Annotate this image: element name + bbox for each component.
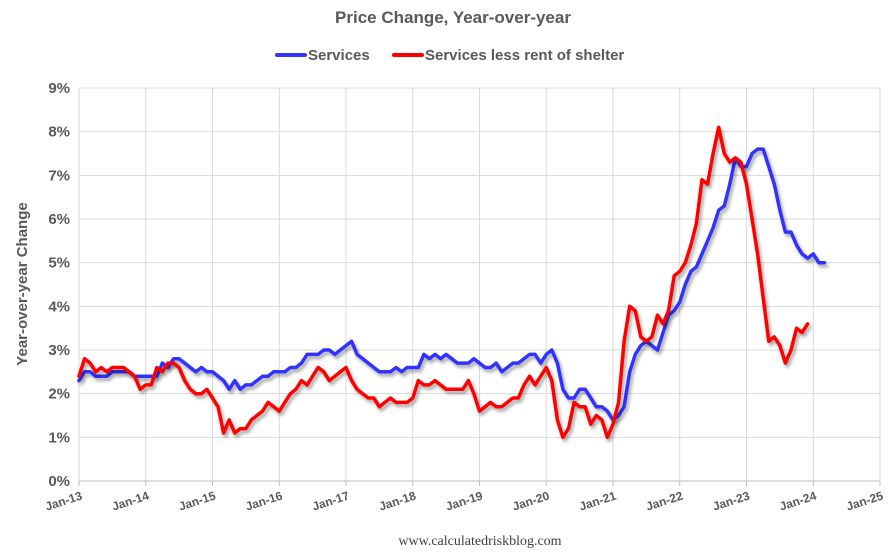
y-tick-label: 5%	[48, 255, 70, 272]
x-tick-label: Jan-15	[177, 488, 218, 513]
x-tick-label: Jan-23	[711, 488, 752, 513]
y-tick-label: 3%	[48, 342, 70, 359]
x-tick-label: Jan-18	[377, 488, 418, 513]
x-tick-label: Jan-20	[511, 488, 552, 513]
y-axis: 0% 1% 2% 3% 4% 5% 6% 7% 8% 9%	[48, 80, 70, 490]
legend-label: Services less rent of shelter	[425, 47, 624, 64]
x-tick-label: Jan-16	[244, 488, 285, 513]
y-tick-label: 1%	[48, 429, 70, 446]
y-axis-label: Year-over-year Change	[14, 202, 31, 365]
y-tick-label: 4%	[48, 298, 70, 315]
grid	[78, 87, 881, 482]
y-tick-label: 8%	[48, 124, 70, 141]
x-tick-label: Jan-22	[644, 488, 685, 513]
source-credit: www.calculatedriskblog.com	[398, 534, 561, 549]
legend: Services Services less rent of shelter	[275, 47, 624, 64]
x-tick-label: Jan-17	[310, 488, 351, 513]
y-tick-label: 0%	[48, 473, 70, 490]
y-tick-label: 6%	[48, 211, 70, 228]
x-tick-label: Jan-24	[778, 488, 819, 513]
x-axis: Jan-13 Jan-14 Jan-15 Jan-16 Jan-17 Jan-18 Jan-…	[43, 480, 885, 514]
legend-label: Services	[308, 47, 370, 64]
x-tick-label: Jan-13	[43, 488, 84, 513]
y-tick-label: 7%	[48, 167, 70, 184]
x-tick-label: Jan-25	[844, 488, 885, 513]
y-tick-label: 2%	[48, 386, 70, 403]
series-group	[77, 125, 827, 440]
series-line-services	[77, 147, 827, 422]
x-tick-label: Jan-14	[110, 488, 151, 513]
series-line-services-less-rent-of-shelter	[77, 125, 810, 440]
y-tick-label: 9%	[48, 80, 70, 97]
chart-title: Price Change, Year-over-year	[335, 8, 571, 27]
x-tick-label: Jan-19	[444, 488, 485, 513]
x-tick-label: Jan-21	[577, 488, 618, 513]
